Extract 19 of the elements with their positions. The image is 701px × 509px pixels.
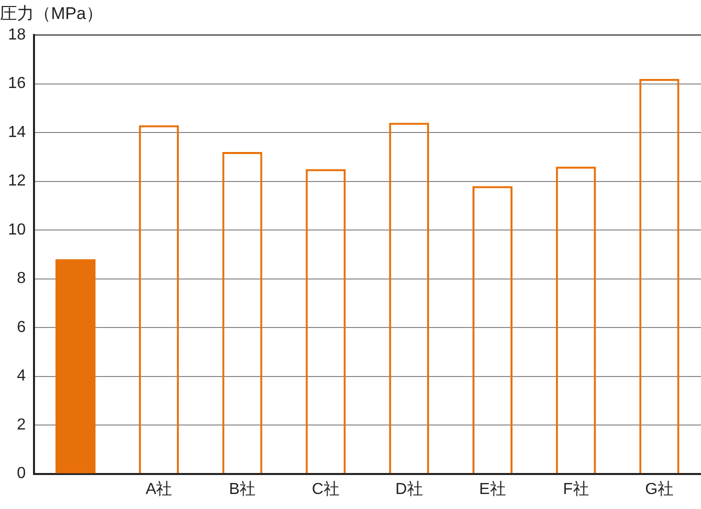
x-tick-label: D社 xyxy=(395,480,423,498)
y-tick-label: 6 xyxy=(16,318,26,336)
y-tick-label: 14 xyxy=(8,124,26,141)
y-tick-label: 8 xyxy=(16,270,26,288)
y-tick-label: 18 xyxy=(8,26,26,44)
y-tick-label: 4 xyxy=(16,368,26,385)
y-tick-label: 12 xyxy=(8,172,26,190)
x-tick-label: F社 xyxy=(563,480,589,498)
x-tick-label: C社 xyxy=(312,480,340,498)
x-tick-label: E社 xyxy=(479,480,506,498)
bar xyxy=(55,259,96,474)
x-tick-label: B社 xyxy=(228,480,256,498)
y-axis-title: 圧力（MPa） xyxy=(0,4,103,24)
y-tick-label: 2 xyxy=(16,416,26,434)
y-tick-label: 0 xyxy=(16,465,26,482)
y-tick-label: 10 xyxy=(8,221,26,238)
x-tick-label: G社 xyxy=(645,480,674,498)
y-tick-label: 16 xyxy=(8,75,26,92)
x-tick-label: A社 xyxy=(146,480,172,498)
